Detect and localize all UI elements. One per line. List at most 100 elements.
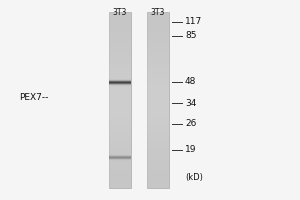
Bar [147, 19, 169, 21]
Bar [147, 155, 169, 157]
Bar [109, 56, 131, 58]
Bar [109, 87, 131, 89]
Bar [147, 124, 169, 126]
Text: 3T3: 3T3 [113, 8, 127, 17]
Bar [147, 78, 169, 80]
Bar [109, 84, 131, 86]
Bar [147, 157, 169, 159]
Bar [147, 43, 169, 45]
Bar [109, 82, 131, 84]
Bar [109, 146, 131, 148]
Bar [147, 41, 169, 43]
Text: 48: 48 [185, 77, 196, 86]
Bar [109, 30, 131, 32]
Bar [109, 151, 131, 153]
Bar [147, 12, 169, 188]
Bar [147, 36, 169, 38]
Bar [147, 142, 169, 144]
Bar [109, 137, 131, 140]
Bar [147, 34, 169, 36]
Bar [147, 104, 169, 107]
Bar [147, 82, 169, 85]
Bar [147, 177, 169, 179]
Bar [109, 144, 131, 146]
Bar [147, 47, 169, 49]
Bar [109, 25, 131, 27]
Bar [109, 148, 131, 151]
Bar [147, 175, 169, 177]
Bar [147, 131, 169, 133]
Bar [109, 135, 131, 137]
Bar [109, 12, 131, 188]
Bar [109, 16, 131, 19]
Bar [147, 148, 169, 151]
Bar [109, 100, 131, 102]
Bar [147, 21, 169, 23]
Bar [147, 118, 169, 120]
Bar [109, 102, 131, 104]
Bar [109, 78, 131, 79]
Bar [109, 36, 131, 38]
Bar [109, 79, 131, 80]
Bar [109, 43, 131, 45]
Bar [109, 184, 131, 186]
Bar [109, 63, 131, 65]
Bar [147, 113, 169, 115]
Bar [109, 12, 131, 14]
Bar [109, 80, 131, 82]
Bar [109, 82, 131, 85]
Bar [109, 131, 131, 133]
Bar [147, 60, 169, 63]
Bar [109, 156, 131, 158]
Bar [109, 85, 131, 87]
Bar [109, 80, 131, 82]
Bar [109, 27, 131, 30]
Bar [109, 65, 131, 67]
Bar [147, 67, 169, 69]
Bar [109, 69, 131, 71]
Bar [109, 186, 131, 188]
Bar [147, 30, 169, 32]
Bar [109, 96, 131, 98]
Bar [147, 107, 169, 109]
Text: (kD): (kD) [185, 173, 203, 182]
Text: PEX7--: PEX7-- [19, 92, 48, 102]
Bar [147, 133, 169, 135]
Bar [109, 21, 131, 23]
Bar [147, 23, 169, 25]
Text: 117: 117 [185, 18, 202, 26]
Bar [147, 93, 169, 96]
Bar [147, 140, 169, 142]
Bar [147, 54, 169, 56]
Bar [147, 170, 169, 173]
Bar [147, 49, 169, 52]
Bar [147, 162, 169, 164]
Bar [147, 52, 169, 54]
Bar [109, 107, 131, 109]
Bar [109, 113, 131, 115]
Bar [147, 85, 169, 87]
Bar [147, 89, 169, 91]
Bar [147, 144, 169, 146]
Bar [147, 122, 169, 124]
Bar [109, 77, 131, 78]
Bar [109, 60, 131, 63]
Bar [109, 98, 131, 100]
Bar [109, 67, 131, 69]
Bar [147, 146, 169, 148]
Bar [147, 126, 169, 129]
Bar [147, 159, 169, 162]
Bar [147, 179, 169, 181]
Text: 85: 85 [185, 31, 196, 40]
Bar [109, 122, 131, 124]
Bar [109, 164, 131, 166]
Text: 19: 19 [185, 146, 196, 154]
Bar [109, 104, 131, 107]
Bar [147, 80, 169, 82]
Bar [147, 111, 169, 113]
Bar [109, 158, 131, 160]
Bar [147, 38, 169, 41]
Bar [109, 47, 131, 49]
Bar [109, 159, 131, 162]
Bar [147, 45, 169, 47]
